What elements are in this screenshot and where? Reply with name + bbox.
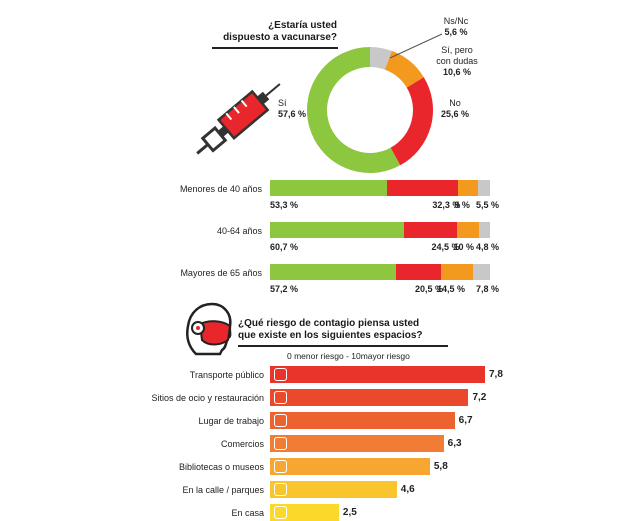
risk-bar [270,435,444,452]
age-group-stacked-bar [270,180,490,196]
bar-segment-s-pero-con-dudas [457,222,480,238]
bar-segment-s- [270,264,396,280]
risk-bar [270,458,430,475]
vaccine-donut-chart [307,47,433,173]
face-mask-icon [186,302,232,356]
label-nsnc-value: 5,6 % [444,27,468,37]
bar-segment-no [387,180,459,196]
risk-question-line2: que existe en los siguientes espacios? [238,330,423,341]
bar-segment-no [395,264,441,280]
place-icon [274,483,287,496]
risk-bar [270,366,485,383]
place-icon [274,391,287,404]
bar-segment-ns-nc [477,180,490,196]
risk-category-label: Transporte público [189,370,264,380]
risk-bar [270,481,397,498]
risk-question-underline [238,345,448,347]
risk-value: 2,5 [342,507,357,518]
risk-category-label: En la calle / parques [182,485,264,495]
label-no: No 25,6 % [438,98,472,120]
risk-bar [270,412,455,429]
bar-segment-s- [270,180,388,196]
risk-value: 6,3 [447,438,462,449]
age-group-label: Menores de 40 años [179,184,262,194]
age-group-label: 40-64 años [216,226,262,236]
donut-slice-ns-nc [369,47,392,70]
label-nsnc-name: Ns/Nc [443,16,469,26]
donut-slice-no [390,77,433,166]
age-group-value: 60,7 % [270,242,299,252]
risk-value: 7,2 [472,392,487,403]
risk-question: ¿Qué riesgo de contagio piensa usted que… [238,318,458,342]
question-underline [212,47,338,49]
risk-category-label: Sitios de ocio y restauración [151,393,264,403]
bar-segment-ns-nc [479,222,490,238]
age-group-value: 9 % [454,200,470,210]
age-group-value: 57,2 % [270,284,299,294]
age-group-value: 32,3 % [432,200,461,210]
age-group-stacked-bar [270,222,490,238]
label-nsnc: Ns/Nc 5,6 % [441,16,471,38]
donut-slice-s- [307,47,401,173]
risk-category-label: Bibliotecas o museos [178,462,264,472]
label-si: Sí 57,6 % [278,98,314,120]
bar-segment-s-pero-con-dudas [440,264,473,280]
vaccine-question-line2: dispuesto a vacunarse? [223,32,337,43]
label-no-name: No [449,98,461,108]
risk-category-label: Lugar de trabajo [198,416,264,426]
place-icon [274,414,287,427]
age-group-value: 53,3 % [270,200,299,210]
risk-category-label: Comercios [220,439,264,449]
age-group-value: 4,8 % [476,242,500,252]
label-dudas-value: 10,6 % [442,67,472,77]
nsnc-leader-line [389,33,443,59]
label-dudas-name2: con dudas [436,56,478,66]
age-group-value: 10 % [453,242,474,252]
age-group-value: 5,5 % [476,200,500,210]
age-group-stacked-bar [270,264,490,280]
risk-value: 4,6 [400,484,415,495]
age-group-value: 20,5 % [414,284,443,294]
place-icon [274,437,287,450]
label-dudas-name1: Sí, pero [441,45,473,55]
vaccine-question: ¿Estaría usted dispuesto a vacunarse? [205,20,337,44]
risk-bar [270,504,339,521]
risk-category-label: En casa [231,508,264,518]
bar-segment-s- [270,222,404,238]
risk-value: 5,8 [433,461,448,472]
syringe-icon [196,83,281,155]
place-icon [274,506,287,519]
label-si-name: Sí [278,98,287,108]
donut-slice-s-pero-con-dudas [384,50,424,89]
risk-question-line1: ¿Qué riesgo de contagio piensa usted [238,318,420,329]
bar-segment-ns-nc [472,264,490,280]
age-group-value: 24,5 % [431,242,460,252]
bar-segment-no [403,222,458,238]
age-group-label: Mayores de 65 años [180,268,262,278]
place-icon [274,368,287,381]
risk-value: 7,8 [489,369,503,380]
label-dudas: Sí, pero con dudas 10,6 % [434,45,480,78]
label-si-value: 57,6 % [278,109,307,119]
age-group-value: 14,5 % [436,284,465,294]
risk-scale-note: 0 menor riesgo - 10mayor riesgo [287,351,410,361]
vaccine-question-line1: ¿Estaría usted [268,20,337,31]
label-no-value: 25,6 % [440,109,470,119]
bar-segment-s-pero-con-dudas [458,180,478,196]
place-icon [274,460,287,473]
risk-bar [270,389,469,406]
risk-value: 6,7 [458,415,473,426]
age-group-value: 7,8 % [476,284,500,294]
